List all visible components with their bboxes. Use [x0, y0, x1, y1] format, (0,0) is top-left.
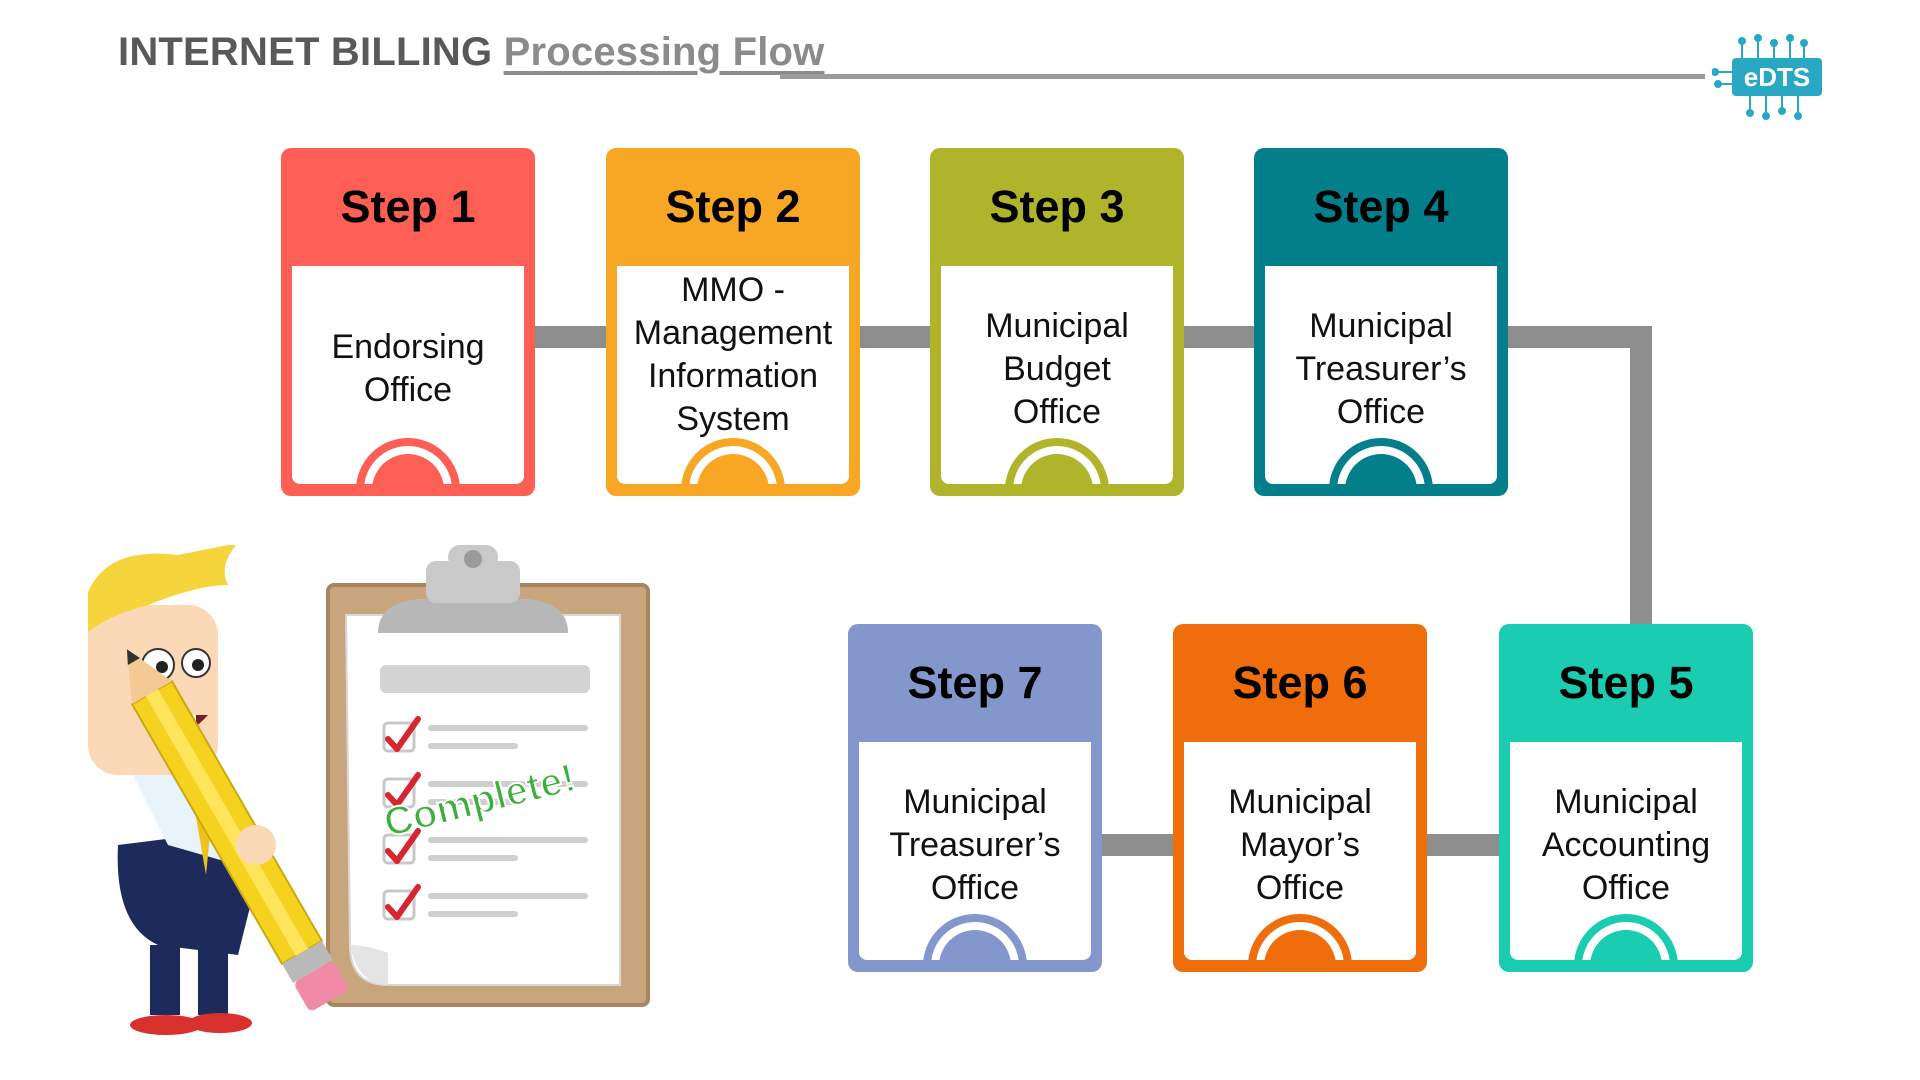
step-4-card: Step 4 Municipal Treasurer’s Office — [1254, 148, 1508, 496]
step-6-body: Municipal Mayor’s Office — [1184, 742, 1416, 960]
title-underline — [780, 74, 1705, 79]
step-2-card: Step 2 MMO - Management Information Syst… — [606, 148, 860, 496]
connector-4-5-horizontal — [1508, 326, 1652, 348]
man-with-pencil-and-checklist-icon: Complete! — [88, 545, 650, 1035]
step-7-body: Municipal Treasurer’s Office — [859, 742, 1091, 960]
step-5-heading: Step 5 — [1558, 657, 1694, 708]
connector-2-3 — [858, 326, 936, 348]
step-1-label: Endorsing Office — [331, 328, 485, 409]
step-3-label: Municipal Budget Office — [985, 306, 1129, 431]
connector-4-5-vertical — [1630, 326, 1652, 628]
connector-5-6 — [1426, 834, 1506, 856]
step-2-knob — [681, 438, 785, 484]
step-2-body: MMO - Management Information System — [617, 266, 849, 484]
step-6-card: Step 6 Municipal Mayor’s Office — [1173, 624, 1427, 972]
step-5-body: Municipal Accounting Office — [1510, 742, 1742, 960]
step-6-heading: Step 6 — [1232, 657, 1368, 708]
step-7-label: Municipal Treasurer’s Office — [889, 782, 1061, 907]
connector-6-7 — [1100, 834, 1180, 856]
step-1-card: Step 1 Endorsing Office — [281, 148, 535, 496]
step-3-heading: Step 3 — [989, 181, 1125, 232]
step-5-label: Municipal Accounting Office — [1541, 782, 1711, 907]
step-4-body: Municipal Treasurer’s Office — [1265, 266, 1497, 484]
step-1-body: Endorsing Office — [292, 266, 524, 484]
step-5-card: Step 5 Municipal Accounting Office — [1499, 624, 1753, 972]
title-subtitle: Processing Flow — [503, 30, 825, 74]
title-bold: INTERNET BILLING — [118, 30, 493, 74]
step-3-body: Municipal Budget Office — [941, 266, 1173, 484]
step-7-card: Step 7 Municipal Treasurer’s Office — [848, 624, 1102, 972]
step-4-label: Municipal Treasurer’s Office — [1295, 306, 1467, 431]
step-7-heading: Step 7 — [907, 657, 1043, 708]
step-6-label: Municipal Mayor’s Office — [1228, 782, 1372, 907]
step-4-heading: Step 4 — [1313, 181, 1449, 232]
step-3-card: Step 3 Municipal Budget Office — [930, 148, 1184, 496]
step-2-label: MMO - Management Information System — [633, 271, 833, 438]
edts-logo-icon: eDTS — [1712, 34, 1822, 120]
page-title: INTERNET BILLING Processing Flow — [118, 30, 824, 75]
step-1-heading: Step 1 — [340, 181, 476, 232]
logo-text: eDTS — [1744, 62, 1810, 92]
step-2-heading: Step 2 — [665, 181, 801, 232]
connector-1-2 — [534, 326, 612, 348]
connector-3-4 — [1182, 326, 1260, 348]
